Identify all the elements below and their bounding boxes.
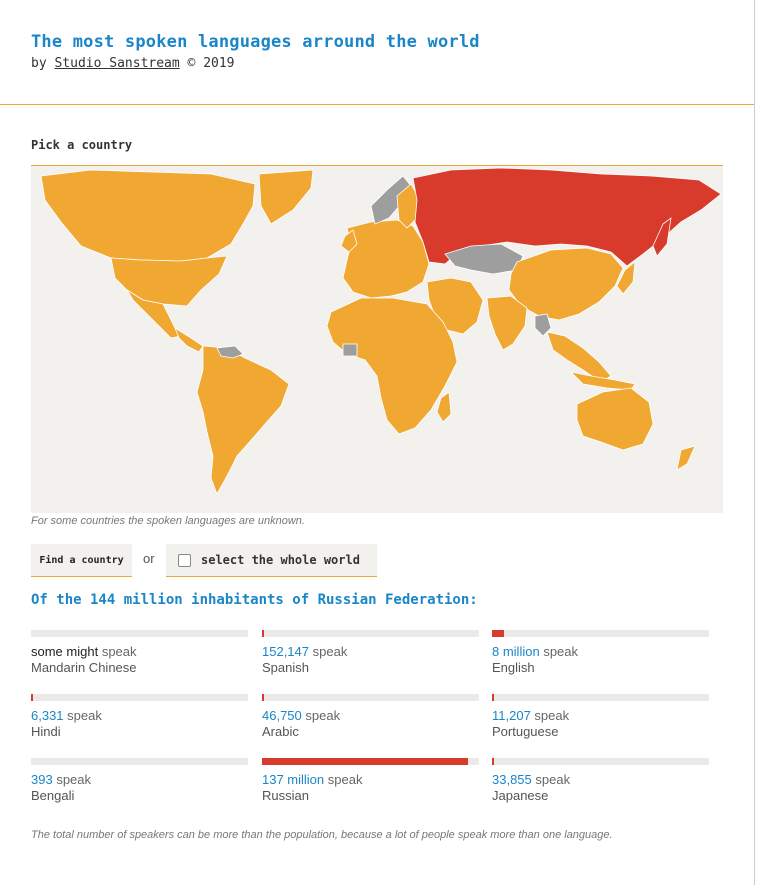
copyright: © 2019	[187, 56, 235, 71]
speaker-bar-track	[262, 758, 479, 765]
studio-link[interactable]: Studio Sanstream	[54, 56, 180, 71]
country-venezuela-unknown[interactable]	[216, 345, 244, 359]
speaker-count: 393 speak	[31, 772, 91, 787]
whole-world-checkbox[interactable]	[178, 553, 191, 567]
country-japan[interactable]	[616, 261, 636, 295]
world-map[interactable]	[31, 166, 723, 513]
speaker-number: 6,331	[31, 708, 64, 723]
country-japan-area-russia[interactable]	[652, 217, 672, 257]
speaker-bar-track	[31, 630, 248, 637]
speaker-bar-fill	[492, 758, 494, 765]
country-central-america[interactable]	[174, 327, 204, 353]
country-australia[interactable]	[576, 387, 654, 451]
speaker-number: 393	[31, 772, 53, 787]
speak-label: speak	[327, 772, 363, 787]
whole-world-label: select the whole world	[201, 553, 360, 567]
speaker-bar-fill	[492, 630, 505, 637]
speaker-bar-track	[262, 694, 479, 701]
language-name: Spanish	[262, 660, 309, 675]
language-name: Japanese	[492, 788, 549, 803]
speak-label: speak	[101, 644, 137, 659]
country-usa[interactable]	[110, 255, 228, 307]
country-india[interactable]	[486, 295, 528, 351]
speaker-number: some might	[31, 644, 99, 659]
speaker-bar-track	[262, 630, 479, 637]
speaker-number: 33,855	[492, 772, 532, 787]
country-madagascar[interactable]	[436, 391, 452, 423]
speak-label: speak	[543, 644, 579, 659]
header: The most spoken languages arround the wo…	[0, 0, 754, 105]
speak-label: speak	[535, 772, 571, 787]
speaker-bar-track	[31, 758, 248, 765]
unknown-languages-note: For some countries the spoken languages …	[31, 515, 305, 527]
by-prefix: by	[31, 56, 47, 71]
or-separator: or	[143, 551, 155, 566]
country-new-zealand[interactable]	[676, 445, 696, 471]
speaker-bar-fill	[262, 694, 264, 701]
speaker-bar-track	[31, 694, 248, 701]
speak-label: speak	[534, 708, 570, 723]
country-greenland[interactable]	[258, 169, 314, 225]
map-divider	[31, 165, 723, 166]
language-name: Portuguese	[492, 724, 559, 739]
language-name: Russian	[262, 788, 309, 803]
country-russia-selected[interactable]	[412, 167, 722, 267]
speaker-count: 8 million speak	[492, 644, 578, 659]
speaker-count: 11,207 speak	[492, 708, 569, 723]
language-name: Bengali	[31, 788, 75, 803]
country-south-america[interactable]	[196, 345, 290, 495]
speaker-bar-fill	[262, 630, 264, 637]
country-canada[interactable]	[40, 169, 256, 262]
speak-label: speak	[305, 708, 341, 723]
speaker-bar-fill	[31, 694, 33, 701]
speaker-number: 11,207	[492, 708, 531, 723]
speaker-number: 8 million	[492, 644, 540, 659]
language-name: Hindi	[31, 724, 61, 739]
speak-label: speak	[312, 644, 348, 659]
speaker-number: 152,147	[262, 644, 309, 659]
speaker-bar-track	[492, 694, 709, 701]
speaker-number: 137 million	[262, 772, 325, 787]
pick-country-label: Pick a country	[31, 138, 133, 152]
language-name: English	[492, 660, 535, 675]
country-west-africa-unknown[interactable]	[342, 343, 358, 357]
speaker-bar-fill	[262, 758, 469, 765]
page-title: The most spoken languages arround the wo…	[31, 32, 480, 52]
footnote: The total number of speakers can be more…	[31, 829, 613, 841]
speaker-number: 46,750	[262, 708, 302, 723]
country-europe[interactable]	[342, 219, 430, 299]
speaker-bar-track	[492, 630, 709, 637]
language-name: Arabic	[262, 724, 299, 739]
selection-heading: Of the 144 million inhabitants of Russia…	[31, 592, 478, 608]
country-china-asia[interactable]	[508, 247, 624, 321]
speaker-count: 152,147 speak	[262, 644, 347, 659]
speaker-count: 46,750 speak	[262, 708, 340, 723]
country-uk[interactable]	[340, 229, 358, 253]
find-country-button[interactable]: Find a country	[31, 544, 132, 577]
country-indonesia[interactable]	[569, 371, 636, 391]
byline: by Studio Sanstream © 2019	[31, 56, 235, 71]
speaker-count: some might speak	[31, 644, 137, 659]
speaker-count: 33,855 speak	[492, 772, 570, 787]
speaker-bar-track	[492, 758, 709, 765]
speaker-count: 137 million speak	[262, 772, 362, 787]
speak-label: speak	[67, 708, 102, 723]
speaker-bar-fill	[492, 694, 494, 701]
whole-world-toggle[interactable]: select the whole world	[166, 544, 377, 577]
speak-label: speak	[56, 772, 92, 787]
world-map-svg[interactable]	[31, 166, 723, 513]
speaker-count: 6,331 speak	[31, 708, 102, 723]
language-name: Mandarin Chinese	[31, 660, 137, 675]
